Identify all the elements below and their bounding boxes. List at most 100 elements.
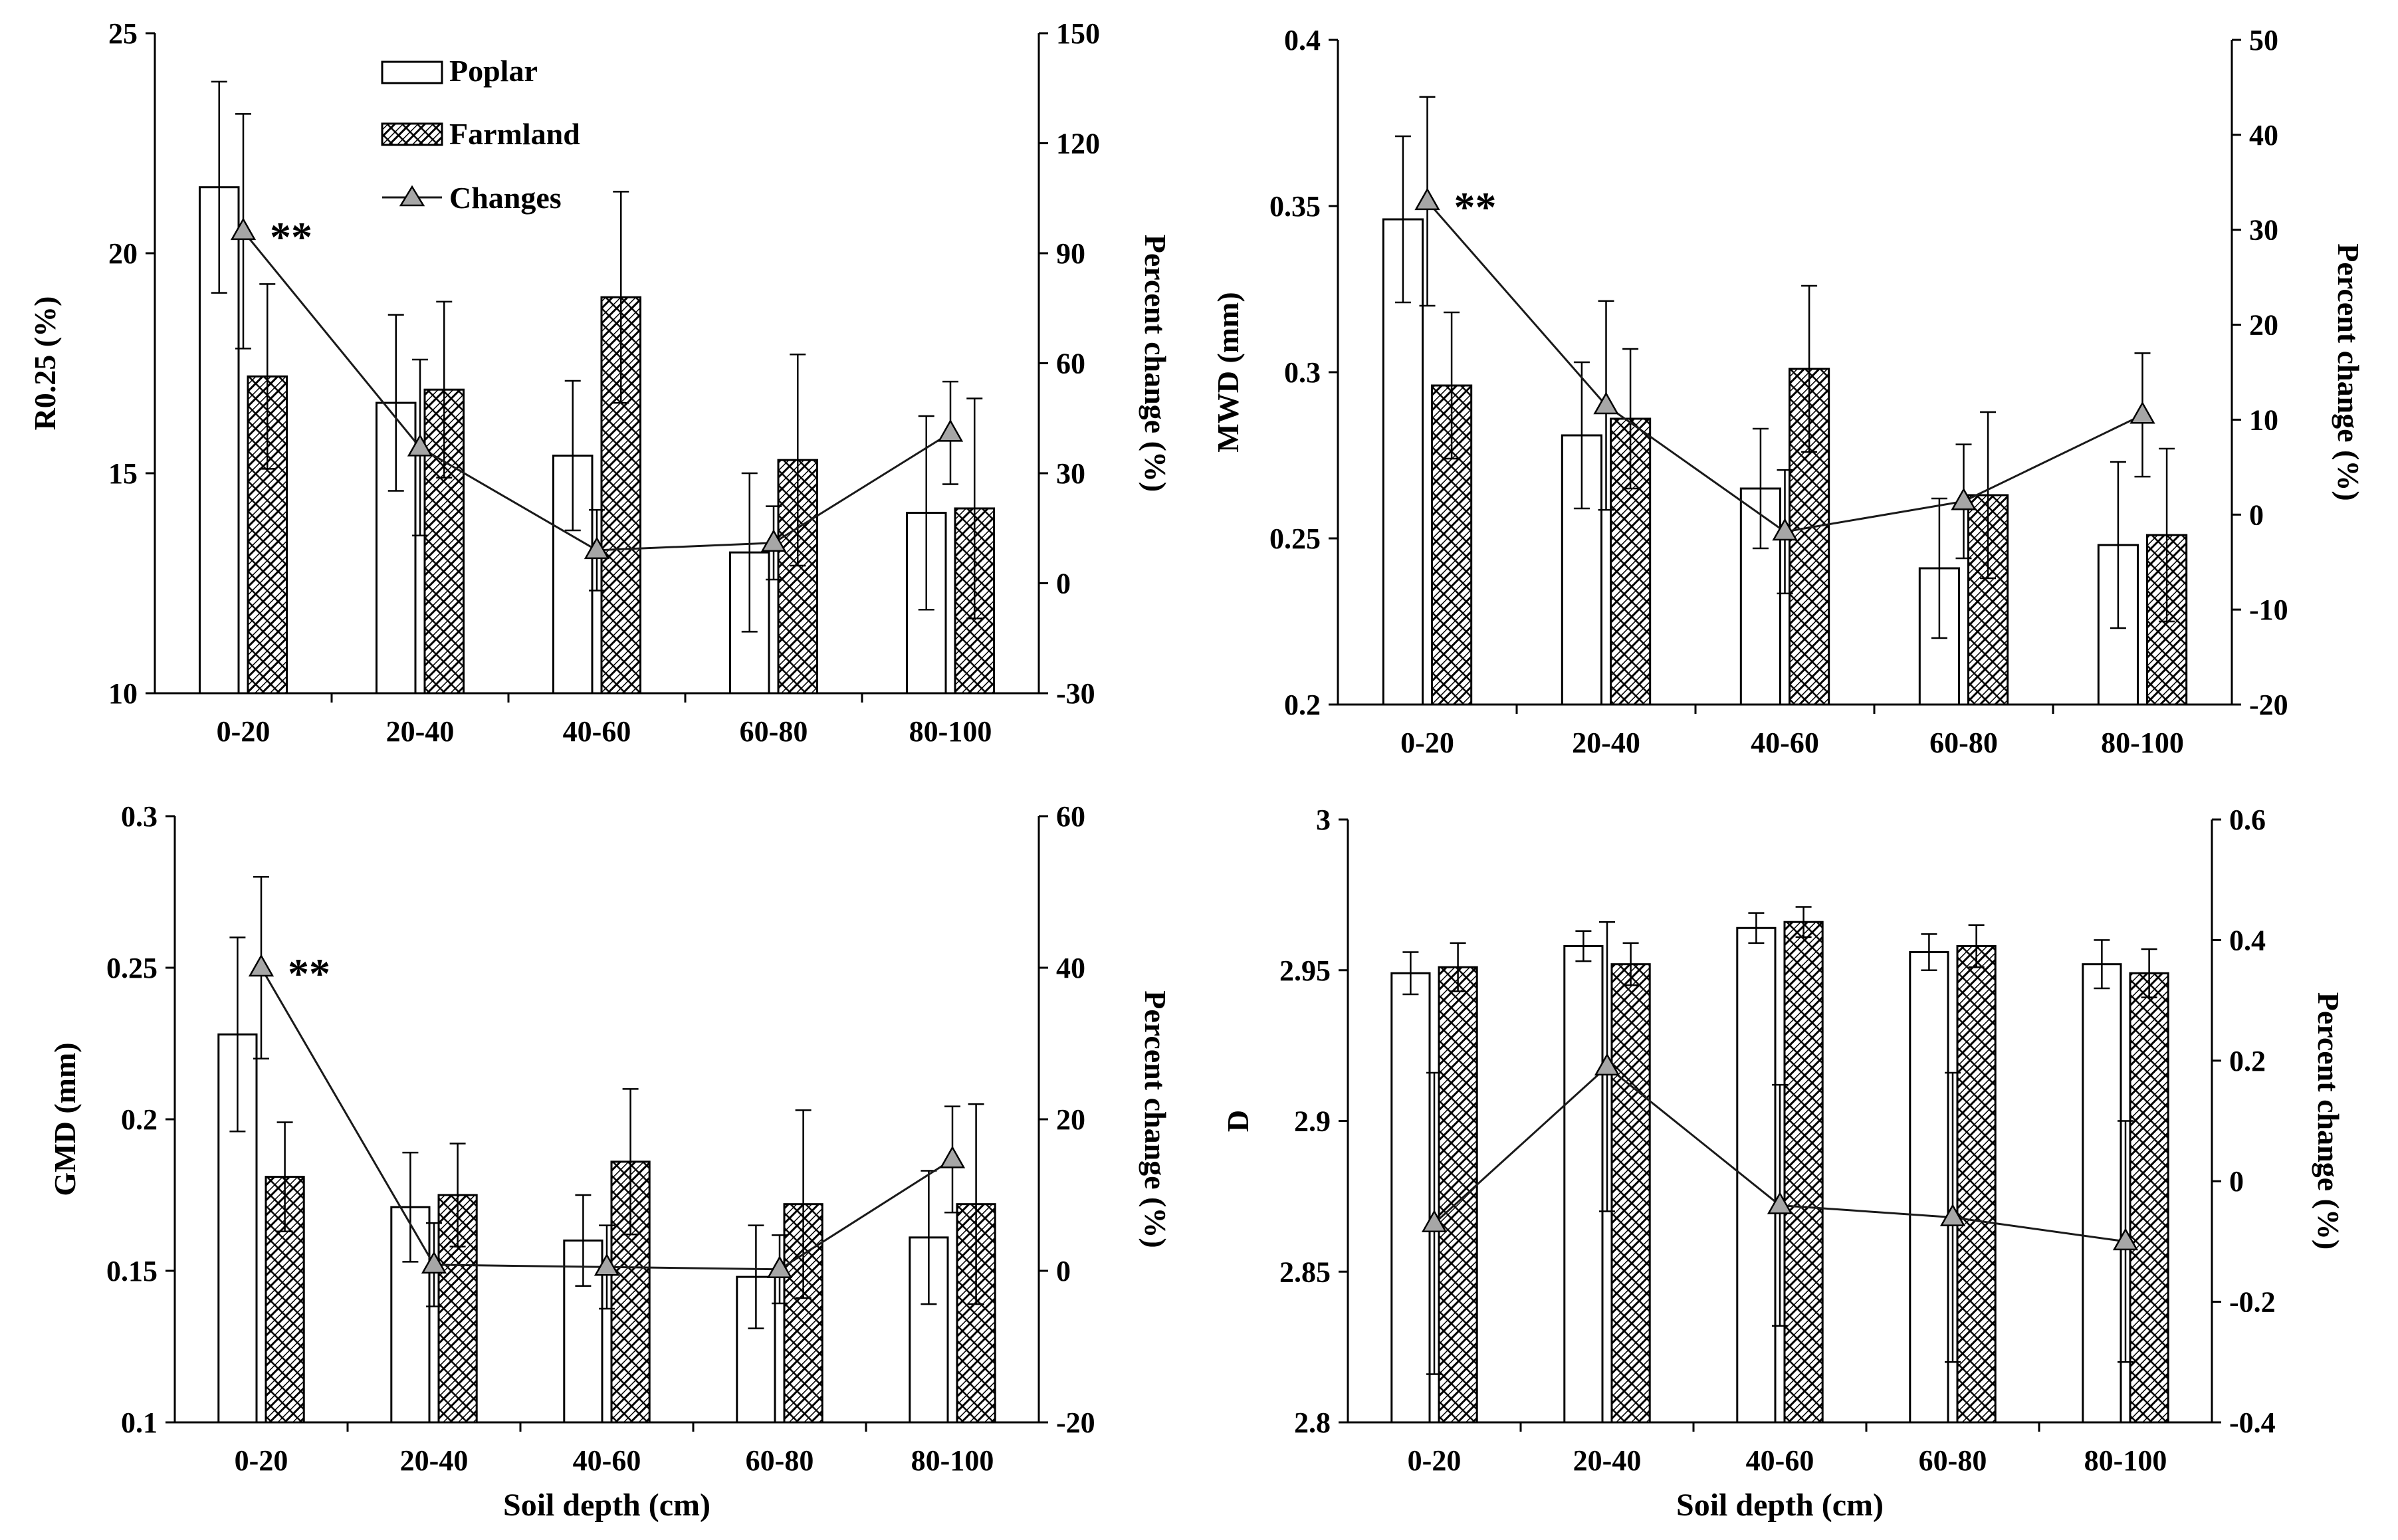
changes-marker	[2129, 401, 2155, 424]
legend-poplar-swatch	[381, 60, 443, 84]
changes-marker	[1593, 391, 1619, 415]
y-tick-label: 2.95	[1279, 954, 1331, 987]
y2-tick-label: 40	[2249, 119, 2278, 152]
x-tick-label: 40-60	[1746, 1444, 1814, 1477]
changes-marker	[1939, 1204, 1966, 1226]
y2-tick-label: 30	[2249, 214, 2278, 247]
y2-tick-label: 0	[1056, 568, 1071, 600]
y-axis-title: MWD (mm)	[1211, 292, 1245, 452]
x-tick-label: 40-60	[563, 715, 631, 748]
y2-tick-label: 0	[1056, 1255, 1071, 1287]
bar-farmland	[1783, 921, 1824, 1424]
changes-marker	[766, 1256, 793, 1278]
y2-tick-label: -20	[1056, 1406, 1095, 1439]
y2-tick-label: 0.6	[2229, 804, 2266, 836]
legend-farmland-label: Farmland	[449, 117, 580, 151]
x-tick-label: 20-40	[400, 1444, 469, 1477]
changes-marker	[1951, 487, 1977, 510]
chart-gmd: 0.1 0.15 0.2 0.25 0.3 -20 0 20 40 60 0-20 20-40 40-6…	[48, 800, 1172, 1523]
y2-tick-label: 40	[1056, 952, 1085, 984]
chart-d: 2.8 2.85 2.9 2.95 3 -0.4 -0.2 0 0.2 0.4 0.6 0-20 20-…	[1221, 804, 2345, 1523]
legend-poplar-label: Poplar	[449, 54, 538, 88]
x-tick-label: 20-40	[1573, 1444, 1642, 1477]
significance-annotation: **	[1454, 183, 1497, 231]
legend: Poplar Farmland Changes	[381, 54, 580, 215]
changes-marker	[1421, 1210, 1448, 1232]
x-tick-label: 20-40	[386, 715, 455, 748]
changes-marker	[937, 419, 964, 442]
y2-tick-label: -30	[1056, 677, 1095, 710]
x-tick-label: 0-20	[1408, 1444, 1462, 1477]
y-tick-label: 0.25	[106, 952, 158, 984]
y-tick-label: 2.9	[1294, 1105, 1331, 1138]
significance-annotation: **	[270, 213, 312, 261]
changes-marker	[584, 536, 610, 560]
x-axis-title: Soil depth (cm)	[503, 1487, 710, 1523]
changes-marker	[939, 1145, 966, 1168]
changes-marker	[760, 529, 787, 552]
y2-tick-label: -0.2	[2229, 1286, 2276, 1319]
changes-marker	[1594, 1053, 1620, 1076]
y2-tick-label: 120	[1056, 128, 1100, 160]
bar-poplar	[1390, 972, 1431, 1424]
bar-poplar	[2082, 963, 2122, 1424]
changes-marker	[248, 954, 274, 977]
x-tick-label: 60-80	[1929, 726, 1998, 759]
y2-tick-label: 20	[1056, 1103, 1085, 1136]
y2-tick-label: 50	[2249, 24, 2278, 56]
bar-farmland	[1438, 966, 1478, 1424]
x-tick-label: 40-60	[573, 1444, 641, 1477]
y-axis-title: R0.25 (%)	[28, 296, 62, 431]
bar-farmland	[1610, 963, 1651, 1424]
legend-farmland-swatch	[381, 122, 443, 146]
y2-tick-label: 30	[1056, 457, 1085, 490]
y2-tick-label: 0.2	[2229, 1045, 2266, 1077]
changes-marker	[230, 217, 257, 241]
significance-annotation: **	[288, 950, 330, 997]
y2-axis-title: Percent change (%)	[1139, 990, 1172, 1248]
y-tick-label: 20	[108, 237, 138, 270]
y2-tick-label: -20	[2249, 689, 2288, 721]
x-tick-label: 60-80	[740, 715, 808, 748]
bar-poplar	[1563, 944, 1604, 1424]
y2-axis-title: Percent change (%)	[1139, 235, 1172, 492]
changes-marker	[1767, 1191, 1793, 1214]
x-tick-label: 0-20	[217, 715, 271, 748]
x-tick-label: 0-20	[235, 1444, 288, 1477]
changes-marker	[594, 1253, 620, 1276]
y-tick-label: 2.85	[1279, 1256, 1331, 1288]
changes-marker	[1414, 187, 1440, 211]
y2-tick-label: 0.4	[2229, 924, 2266, 956]
y2-axis-title: Percent change (%)	[2332, 243, 2365, 500]
y-tick-label: 0.15	[106, 1255, 158, 1287]
bar-farmland	[2129, 972, 2169, 1424]
y-tick-label: 0.35	[1269, 190, 1321, 223]
y-tick-label: 3	[1316, 804, 1331, 836]
y2-tick-label: 0	[2229, 1165, 2244, 1198]
chart-r025: 10 15 20 25 -30 0 30 60 90 120 150 0-20 20-40 40-60 60…	[28, 17, 1172, 748]
x-tick-label: 60-80	[1919, 1444, 1987, 1477]
bar-farmland	[1956, 944, 1997, 1424]
y2-tick-label: 20	[2249, 309, 2278, 342]
x-axis-title: Soil depth (cm)	[1676, 1487, 1884, 1523]
y-tick-label: 0.25	[1269, 522, 1321, 555]
x-tick-label: 0-20	[1400, 726, 1454, 759]
y2-tick-label: 60	[1056, 348, 1085, 380]
x-tick-label: 40-60	[1751, 726, 1819, 759]
y-tick-label: 25	[108, 17, 138, 50]
y2-tick-label: 90	[1056, 237, 1085, 270]
y-tick-label: 0.1	[121, 1406, 158, 1439]
changes-marker	[2112, 1228, 2139, 1251]
x-tick-label: 60-80	[746, 1444, 814, 1477]
y2-tick-label: 10	[2249, 403, 2278, 436]
y2-tick-label: 60	[1056, 800, 1085, 833]
chart-mwd: 0.2 0.25 0.3 0.35 0.4 -20 -10 0 10 20 30 40 50 0-20 20…	[1211, 24, 2365, 759]
y-tick-label: 0.4	[1284, 24, 1321, 56]
y2-tick-label: 150	[1056, 17, 1100, 50]
y-tick-label: 0.2	[121, 1103, 158, 1136]
x-tick-label: 20-40	[1572, 726, 1640, 759]
x-tick-label: 80-100	[909, 715, 992, 748]
y2-tick-label: 0	[2249, 498, 2264, 531]
y2-tick-label: -0.4	[2229, 1406, 2276, 1439]
